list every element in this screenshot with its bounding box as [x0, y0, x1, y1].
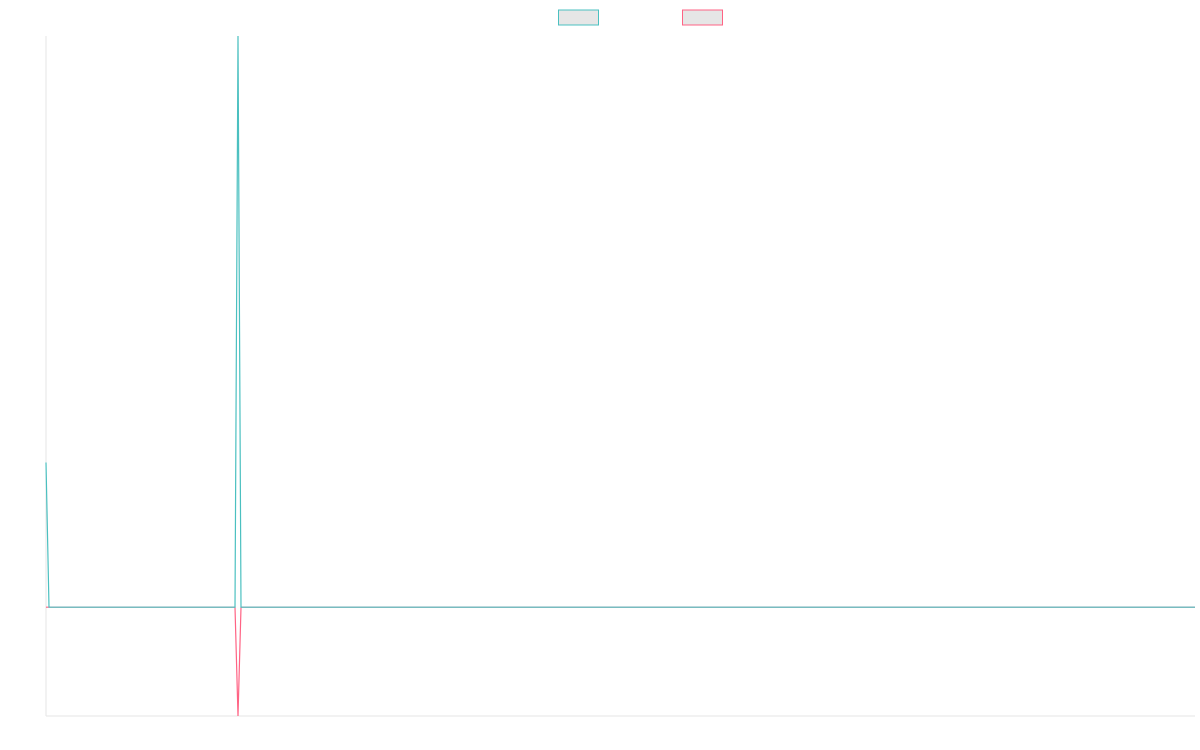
series-line — [46, 606, 1195, 717]
legend-swatch — [558, 9, 599, 26]
legend-swatch — [682, 9, 723, 26]
series-line — [45, 35, 1195, 608]
